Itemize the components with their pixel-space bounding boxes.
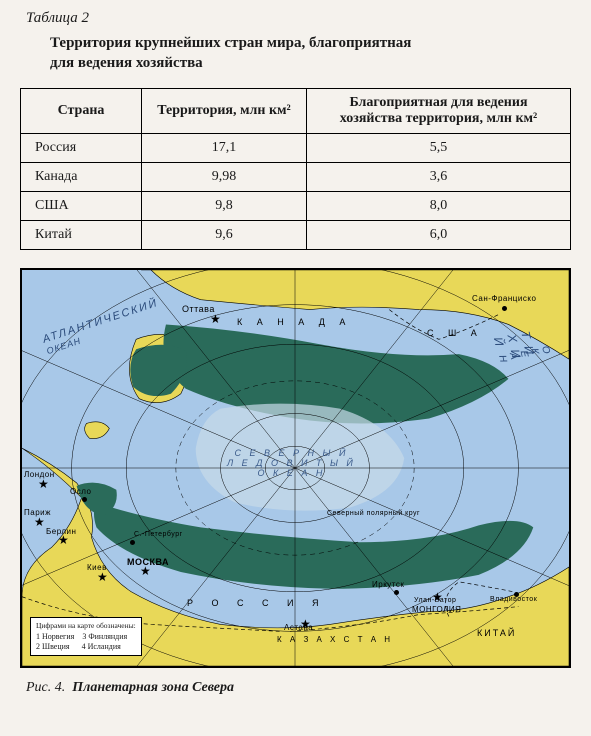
city-london: Лондон — [24, 470, 55, 479]
label-china: КИТАЙ — [477, 628, 516, 638]
title-line-2: для ведения хозяйства — [50, 55, 203, 71]
city-moscow-marker: ★ — [140, 567, 148, 575]
country-table: Страна Территория, млн км² Благоприятная… — [20, 88, 571, 250]
label-russia: Р О С С И Я — [187, 598, 326, 608]
city-oslo-marker — [82, 497, 87, 502]
cell-country: Канада — [21, 162, 142, 191]
cell-area: 17,1 — [142, 133, 307, 162]
label-canada: К А Н А Д А — [237, 317, 351, 327]
title-line-1: Территория крупнейших стран мира, благоп… — [50, 35, 411, 51]
city-sf: Сан-Франциско — [472, 294, 536, 303]
cell-area: 9,8 — [142, 191, 307, 220]
cell-area: 9,6 — [142, 220, 307, 249]
legend-row: 1 Норвегия 3 Финляндия — [36, 632, 136, 642]
figure-caption: Рис. 4. Планетарная зона Севера — [26, 680, 571, 696]
city-sf-marker — [502, 306, 507, 311]
map-legend: Цифрами на карте обозначены: 1 Норвегия … — [30, 617, 142, 655]
city-vlad: Владивосток — [490, 596, 537, 603]
cell-favorable: 3,6 — [307, 162, 571, 191]
city-moscow: МОСКВА — [127, 557, 169, 567]
cell-country: США — [21, 191, 142, 220]
cell-area: 9,98 — [142, 162, 307, 191]
col-country: Страна — [21, 88, 142, 133]
table-label: Таблица 2 — [26, 10, 571, 27]
table-header-row: Страна Территория, млн км² Благоприятная… — [21, 88, 571, 133]
cell-favorable: 8,0 — [307, 191, 571, 220]
cell-country: Китай — [21, 220, 142, 249]
label-mongolia: МОНГОЛИЯ — [412, 605, 461, 614]
city-astana: Астана — [284, 623, 313, 632]
ocean-arctic: С Е В Е Р Н Ы Й Л Е Д О В И Т Ы Й О К Е … — [227, 448, 356, 478]
city-irkutsk: Иркутск — [372, 580, 404, 589]
table-title: Территория крупнейших стран мира, благоп… — [50, 33, 571, 74]
cell-favorable: 5,5 — [307, 133, 571, 162]
col-favorable: Благоприятная для ведения хозяйства терр… — [307, 88, 571, 133]
city-paris-marker: ★ — [34, 518, 42, 526]
legend-title: Цифрами на карте обозначены: — [36, 621, 136, 630]
city-kiev-marker: ★ — [97, 573, 105, 581]
table-row: США 9,8 8,0 — [21, 191, 571, 220]
label-kazakhstan: К А З А Х С Т А Н — [277, 635, 393, 644]
city-london-marker: ★ — [38, 480, 46, 488]
polar-map: АТЛАНТИЧЕСКИЙОКЕАН Т И Х И Й О К Е А Н С… — [20, 268, 571, 668]
caption-text: Планетарная зона Севера — [72, 680, 234, 695]
city-kiev: Киев — [87, 563, 107, 572]
city-ottawa-marker: ★ — [210, 315, 218, 323]
city-spb-marker — [130, 540, 135, 545]
label-usa: С Ш А — [427, 328, 483, 338]
col-area: Территория, млн км² — [142, 88, 307, 133]
legend-row: 2 Швеция 4 Исландия — [36, 642, 136, 652]
city-berlin: Берлин — [46, 527, 76, 536]
cell-favorable: 6,0 — [307, 220, 571, 249]
city-berlin-marker: ★ — [58, 536, 66, 544]
city-spb: С.-Петербург — [134, 531, 183, 538]
city-irkutsk-marker — [394, 590, 399, 595]
table-row: Россия 17,1 5,5 — [21, 133, 571, 162]
table-row: Канада 9,98 3,6 — [21, 162, 571, 191]
caption-prefix: Рис. 4. — [26, 680, 65, 695]
city-paris: Париж — [24, 508, 51, 517]
city-ottawa: Оттава — [182, 304, 215, 314]
cell-country: Россия — [21, 133, 142, 162]
city-oslo: Осло — [70, 487, 91, 496]
table-row: Китай 9,6 6,0 — [21, 220, 571, 249]
city-ulanbator: Улан-Батор — [414, 597, 456, 604]
label-polar-circle: Северный полярный круг — [327, 510, 420, 517]
